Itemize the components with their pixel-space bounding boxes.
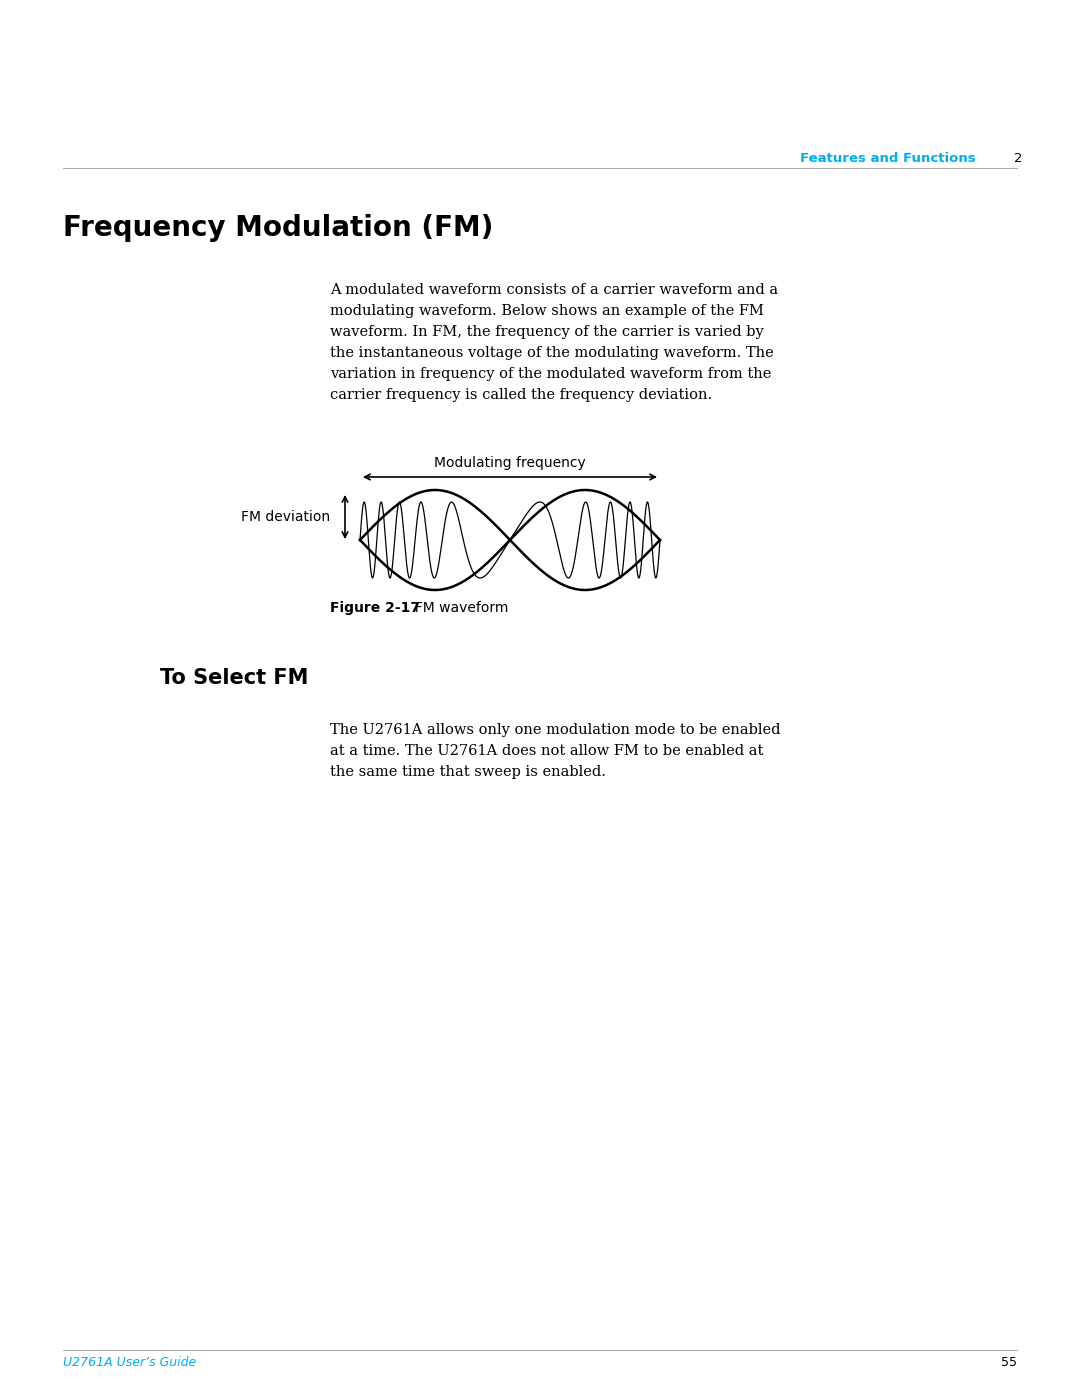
Text: at a time. The U2761A does not allow FM to be enabled at: at a time. The U2761A does not allow FM … [330,745,764,759]
Text: variation in frequency of the modulated waveform from the: variation in frequency of the modulated … [330,367,771,381]
Text: The U2761A allows only one modulation mode to be enabled: The U2761A allows only one modulation mo… [330,724,781,738]
Text: modulating waveform. Below shows an example of the FM: modulating waveform. Below shows an exam… [330,305,764,319]
Text: FM waveform: FM waveform [406,601,509,615]
Text: 2: 2 [997,151,1023,165]
Text: Figure 2-17: Figure 2-17 [330,601,420,615]
Text: the instantaneous voltage of the modulating waveform. The: the instantaneous voltage of the modulat… [330,346,773,360]
Text: Frequency Modulation (FM): Frequency Modulation (FM) [63,214,494,242]
Text: U2761A User’s Guide: U2761A User’s Guide [63,1355,197,1369]
Text: A modulated waveform consists of a carrier waveform and a: A modulated waveform consists of a carri… [330,284,778,298]
Text: the same time that sweep is enabled.: the same time that sweep is enabled. [330,766,606,780]
Text: carrier frequency is called the frequency deviation.: carrier frequency is called the frequenc… [330,388,712,402]
Text: Modulating frequency: Modulating frequency [434,455,585,469]
Text: 55: 55 [1001,1355,1017,1369]
Text: waveform. In FM, the frequency of the carrier is varied by: waveform. In FM, the frequency of the ca… [330,326,764,339]
Text: FM deviation: FM deviation [241,510,330,524]
Text: Features and Functions: Features and Functions [800,151,975,165]
Text: To Select FM: To Select FM [160,668,309,687]
